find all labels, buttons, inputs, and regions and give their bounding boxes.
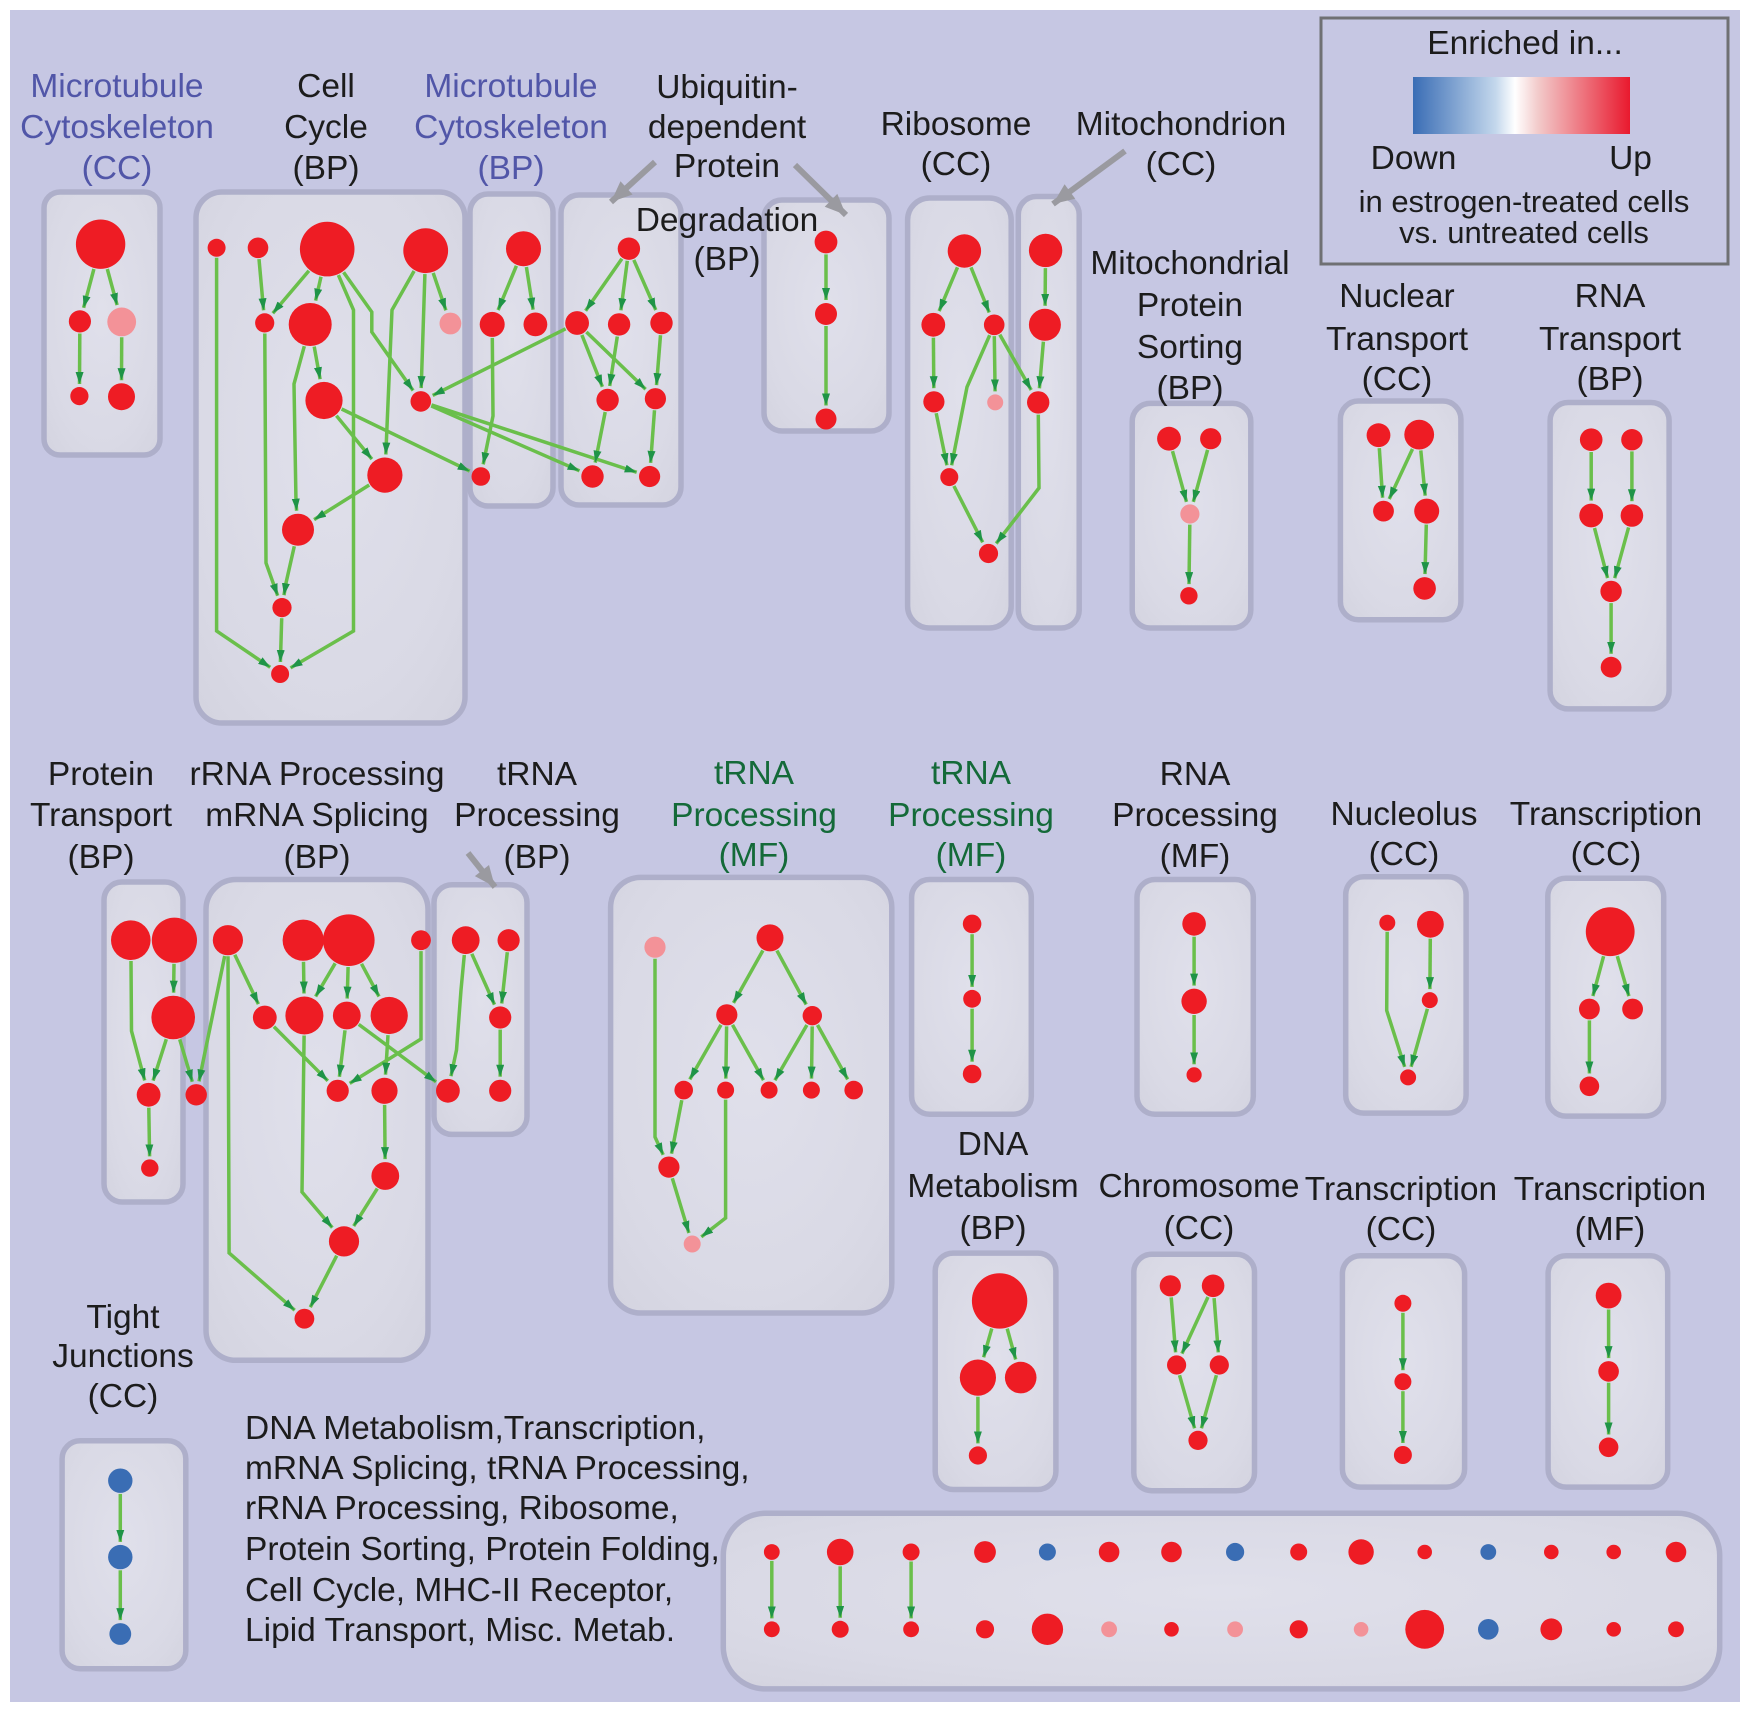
svg-text:tRNA: tRNA bbox=[714, 755, 795, 792]
svg-text:Tight: Tight bbox=[86, 1299, 160, 1336]
svg-text:Cytoskeleton: Cytoskeleton bbox=[414, 109, 608, 146]
svg-text:Degradation: Degradation bbox=[636, 202, 819, 239]
svg-text:Transport: Transport bbox=[1539, 321, 1682, 358]
svg-text:RNA: RNA bbox=[1160, 756, 1231, 793]
svg-text:Chromosome: Chromosome bbox=[1098, 1168, 1299, 1205]
svg-text:DNA: DNA bbox=[958, 1126, 1029, 1163]
svg-text:(CC): (CC) bbox=[1369, 836, 1440, 873]
svg-text:Lipid Transport, Misc. Metab.: Lipid Transport, Misc. Metab. bbox=[245, 1612, 675, 1649]
svg-text:Mitochondrial: Mitochondrial bbox=[1090, 245, 1289, 282]
svg-text:(CC): (CC) bbox=[82, 150, 153, 187]
svg-text:tRNA: tRNA bbox=[931, 755, 1012, 792]
svg-text:Transcription: Transcription bbox=[1510, 796, 1702, 833]
svg-text:(CC): (CC) bbox=[1366, 1211, 1437, 1248]
svg-text:Cell: Cell bbox=[297, 68, 355, 105]
svg-text:Mitochondrion: Mitochondrion bbox=[1076, 106, 1286, 143]
svg-text:Transport: Transport bbox=[1326, 321, 1469, 358]
svg-text:Cytoskeleton: Cytoskeleton bbox=[20, 109, 214, 146]
svg-text:(MF): (MF) bbox=[719, 837, 790, 874]
svg-text:vs. untreated cells: vs. untreated cells bbox=[1399, 215, 1649, 250]
svg-text:(MF): (MF) bbox=[936, 837, 1007, 874]
svg-text:(BP): (BP) bbox=[478, 150, 545, 187]
svg-text:Microtubule: Microtubule bbox=[424, 68, 597, 105]
svg-text:(BP): (BP) bbox=[1577, 361, 1644, 398]
svg-text:tRNA: tRNA bbox=[497, 756, 578, 793]
svg-text:in estrogen-treated cells: in estrogen-treated cells bbox=[1359, 184, 1690, 219]
svg-text:(CC): (CC) bbox=[1362, 361, 1433, 398]
svg-text:Up: Up bbox=[1609, 140, 1652, 177]
svg-text:Metabolism: Metabolism bbox=[907, 1168, 1078, 1205]
svg-text:Ubiquitin-: Ubiquitin- bbox=[656, 69, 798, 106]
svg-text:Enriched in...: Enriched in... bbox=[1427, 25, 1623, 62]
svg-text:(BP): (BP) bbox=[694, 241, 761, 278]
svg-text:Junctions: Junctions bbox=[52, 1338, 194, 1375]
svg-text:Processing: Processing bbox=[1112, 797, 1278, 834]
svg-text:Protein Sorting, Protein Foldi: Protein Sorting, Protein Folding, bbox=[245, 1531, 720, 1568]
svg-text:(CC): (CC) bbox=[921, 146, 992, 183]
svg-text:(MF): (MF) bbox=[1575, 1211, 1646, 1248]
svg-text:mRNA Splicing: mRNA Splicing bbox=[205, 797, 428, 834]
svg-text:(BP): (BP) bbox=[960, 1210, 1027, 1247]
svg-text:Protein: Protein bbox=[674, 148, 780, 185]
svg-text:mRNA Splicing, tRNA Processing: mRNA Splicing, tRNA Processing, bbox=[245, 1450, 750, 1487]
svg-text:Down: Down bbox=[1371, 140, 1457, 177]
svg-text:Cycle: Cycle bbox=[284, 109, 368, 146]
svg-text:(MF): (MF) bbox=[1160, 838, 1231, 875]
svg-text:Processing: Processing bbox=[671, 797, 837, 834]
svg-text:Protein: Protein bbox=[48, 756, 154, 793]
svg-text:Protein: Protein bbox=[1137, 287, 1243, 324]
svg-text:rRNA Processing: rRNA Processing bbox=[189, 756, 444, 793]
svg-text:(BP): (BP) bbox=[68, 839, 135, 876]
svg-text:rRNA Processing, Ribosome,: rRNA Processing, Ribosome, bbox=[245, 1490, 679, 1527]
svg-text:(CC): (CC) bbox=[1571, 836, 1642, 873]
svg-text:Transcription: Transcription bbox=[1305, 1171, 1497, 1208]
svg-text:(BP): (BP) bbox=[1157, 370, 1224, 407]
svg-text:(BP): (BP) bbox=[504, 839, 571, 876]
svg-text:Transport: Transport bbox=[30, 797, 173, 834]
svg-text:RNA: RNA bbox=[1575, 278, 1646, 315]
svg-text:(CC): (CC) bbox=[1164, 1210, 1235, 1247]
svg-text:DNA Metabolism,Transcription,: DNA Metabolism,Transcription, bbox=[245, 1410, 705, 1447]
svg-text:(CC): (CC) bbox=[1146, 146, 1217, 183]
svg-text:Microtubule: Microtubule bbox=[30, 68, 203, 105]
svg-text:Cell Cycle, MHC-II Receptor,: Cell Cycle, MHC-II Receptor, bbox=[245, 1572, 673, 1609]
svg-text:Sorting: Sorting bbox=[1137, 329, 1243, 366]
svg-text:(BP): (BP) bbox=[284, 839, 351, 876]
svg-text:Processing: Processing bbox=[888, 797, 1054, 834]
svg-text:Processing: Processing bbox=[454, 797, 620, 834]
svg-text:Nuclear: Nuclear bbox=[1339, 278, 1454, 315]
svg-text:Ribosome: Ribosome bbox=[881, 106, 1032, 143]
svg-text:Transcription: Transcription bbox=[1514, 1171, 1706, 1208]
svg-text:dependent: dependent bbox=[648, 109, 807, 146]
svg-text:(CC): (CC) bbox=[88, 1378, 159, 1415]
svg-text:Nucleolus: Nucleolus bbox=[1330, 796, 1477, 833]
svg-text:(BP): (BP) bbox=[293, 150, 360, 187]
